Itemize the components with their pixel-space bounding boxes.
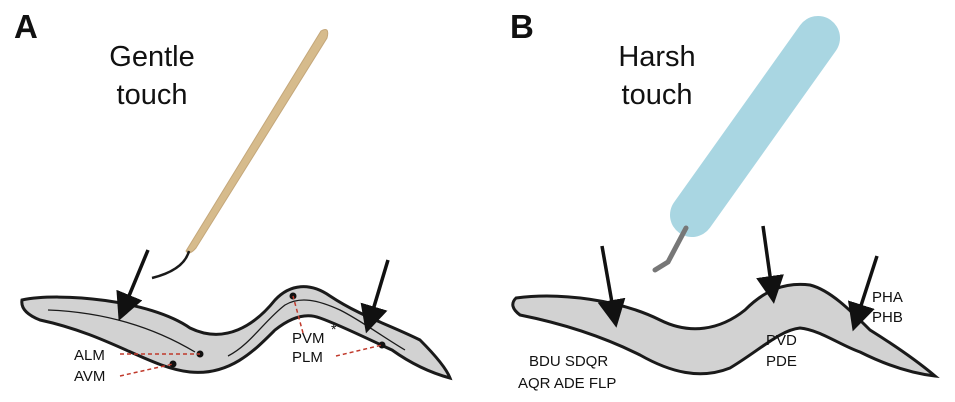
- pvm-leader: [292, 295, 304, 334]
- harsh-arrow-tail: [847, 255, 879, 332]
- touch-arrow-posterior: [360, 259, 390, 334]
- tail-neurons-line1: PHA: [872, 289, 903, 306]
- plm-leader: [335, 344, 383, 357]
- panel-b-letter: B: [510, 8, 534, 45]
- plm-label: PLM: [292, 349, 323, 366]
- avm-dot: [169, 360, 177, 368]
- panel-b-title-line1: Harsh: [618, 41, 695, 73]
- eyelash-probe: [185, 29, 329, 254]
- harsh-probe-wire: [652, 225, 689, 273]
- harsh-probe-body: [670, 16, 840, 237]
- panel-b-title-line2: touch: [622, 79, 693, 111]
- panel-a-letter: A: [14, 8, 38, 45]
- touch-arrow-anterior: [116, 249, 150, 321]
- worm-body-a: [20, 285, 453, 381]
- panel-a-title-line2: touch: [117, 79, 188, 111]
- alm-label: ALM: [74, 347, 105, 364]
- harsh-arrow-head: [597, 245, 626, 328]
- pvm-asterisk: *: [331, 321, 337, 337]
- avm-leader: [119, 363, 174, 377]
- neuron-process-anterior: [47, 309, 196, 353]
- panel-b: B Harsh touch BDU SDQR AQR ADE FLP PVD P…: [510, 8, 940, 392]
- panel-a: A Gentle touch ALM AVM PVM * PLM: [14, 8, 453, 385]
- eyelash-tip: [151, 250, 191, 280]
- tail-neurons-line2: PHB: [872, 309, 903, 326]
- avm-label: AVM: [74, 368, 105, 385]
- plm-dot: [378, 341, 386, 349]
- panel-a-title-line1: Gentle: [109, 41, 194, 73]
- mid-neurons-line2: PDE: [766, 353, 797, 370]
- harsh-arrow-mid: [756, 225, 784, 304]
- head-neurons-line1: BDU SDQR: [529, 353, 608, 370]
- head-neurons-line2: AQR ADE FLP: [518, 375, 616, 392]
- pvm-label: PVM: [292, 330, 325, 347]
- mid-neurons-line1: PVD: [766, 332, 797, 349]
